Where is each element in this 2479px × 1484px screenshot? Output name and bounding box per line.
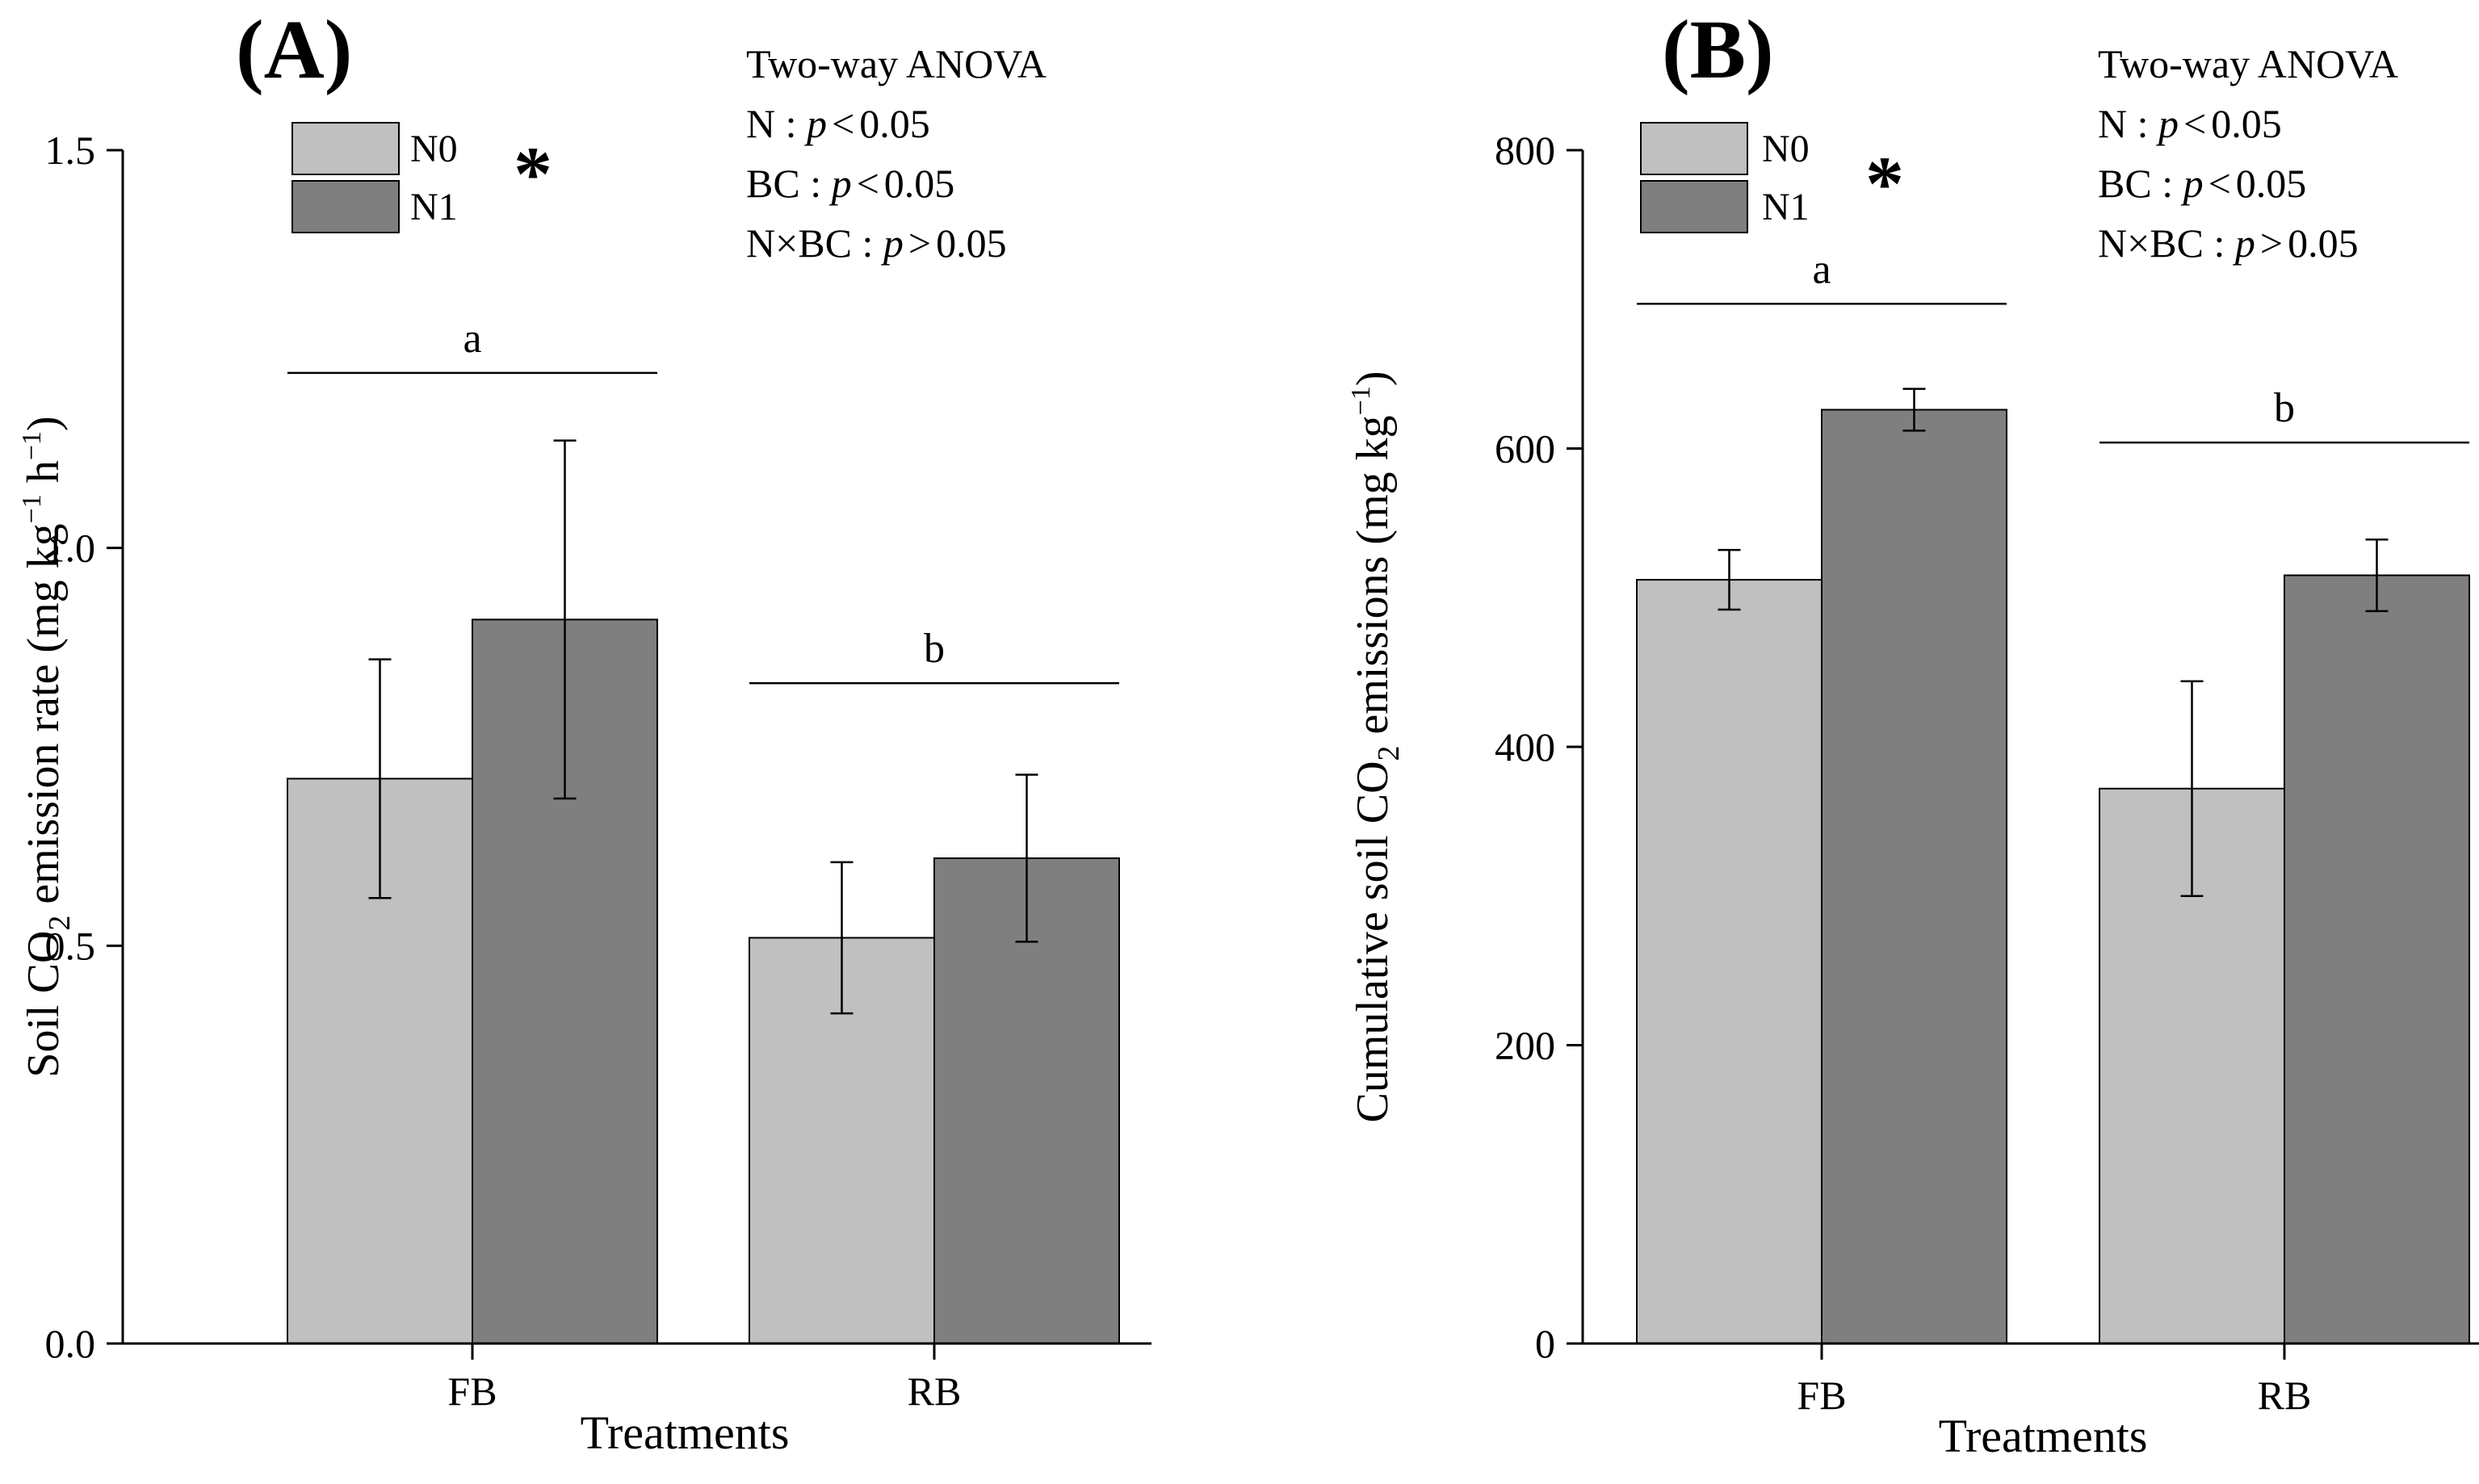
legend-swatch-n1 [1640,180,1748,233]
legend-significance-star: * [514,131,552,217]
y-tick-label: 200 [1495,1023,1555,1068]
panel-label: (B) [1662,3,1774,96]
anova-title: Two-way ANOVA [746,41,1047,86]
anova-line: N : p <0.05 [2098,101,2282,146]
legend-swatch-n0 [292,122,400,175]
y-tick-label: 1.5 [45,128,96,173]
anova-line: BC : p <0.05 [2098,161,2306,206]
anova-line: N : p <0.05 [746,101,930,146]
legend-label-n0: N0 [1762,128,1810,170]
significance-letter-fb: a [463,316,481,362]
error-bar-fb-n1 [553,439,577,800]
legend-label-n0: N0 [410,128,458,170]
x-tick-label-rb: RB [2258,1373,2312,1418]
error-bar-fb-n0 [1718,548,1741,611]
y-tick-label: 800 [1495,128,1555,173]
error-bar-rb-n1 [1015,773,1038,943]
y-axis-title: Cumulative soil CO2 emissions (mg kg−1) [1346,371,1406,1123]
significance-letter-rb: b [924,626,945,672]
error-bar-rb-n1 [2365,538,2389,613]
panel-a: 0.0 0.5 1.0 1.5 FB RB Treatments Soil CO2 emiss… [17,3,1151,1459]
bar-rb-n1 [2284,574,2470,1344]
error-bar-rb-n0 [2180,680,2204,897]
legend-significance-star: * [1865,140,1904,227]
y-tick-label: 0.0 [45,1321,96,1366]
legend-label-n1: N1 [1762,186,1810,228]
bar-fb-n1 [1821,409,2007,1345]
anova-line: N×BC : p >0.05 [746,220,1007,266]
x-tick-label-fb: FB [1797,1373,1846,1418]
x-tick-label-fb: FB [447,1369,497,1414]
x-axis-title: Treatments [581,1406,790,1459]
bar-fb-n0 [1636,579,1823,1344]
legend-label-n1: N1 [410,186,458,228]
y-tick-label: 1.0 [45,526,96,571]
anova-line: BC : p <0.05 [746,161,954,206]
error-bar-fb-n1 [1902,388,1926,432]
y-tick-label: 0 [1535,1321,1555,1366]
panel-label: (A) [236,3,352,96]
x-axis-title: Treatments [1939,1410,2148,1462]
y-tick-label: 400 [1495,724,1555,769]
error-bar-rb-n0 [830,861,854,1015]
y-axis-title: Soil CO2 emission rate (mg kg−1 h−1) [17,416,77,1077]
anova-line: N×BC : p >0.05 [2098,220,2359,266]
error-bar-fb-n0 [368,658,392,899]
y-tick-label: 0.5 [45,923,96,968]
significance-letter-rb: b [2274,385,2295,431]
panel-b: 0 200 400 600 800 FB RB Treatments Cumulative so… [1346,3,2479,1462]
x-tick-label-rb: RB [908,1369,962,1414]
significance-letter-fb: a [1812,246,1831,292]
anova-title: Two-way ANOVA [2098,41,2398,86]
legend-swatch-n0 [1640,122,1748,175]
y-tick-label: 600 [1495,426,1555,472]
legend-swatch-n1 [292,180,400,233]
